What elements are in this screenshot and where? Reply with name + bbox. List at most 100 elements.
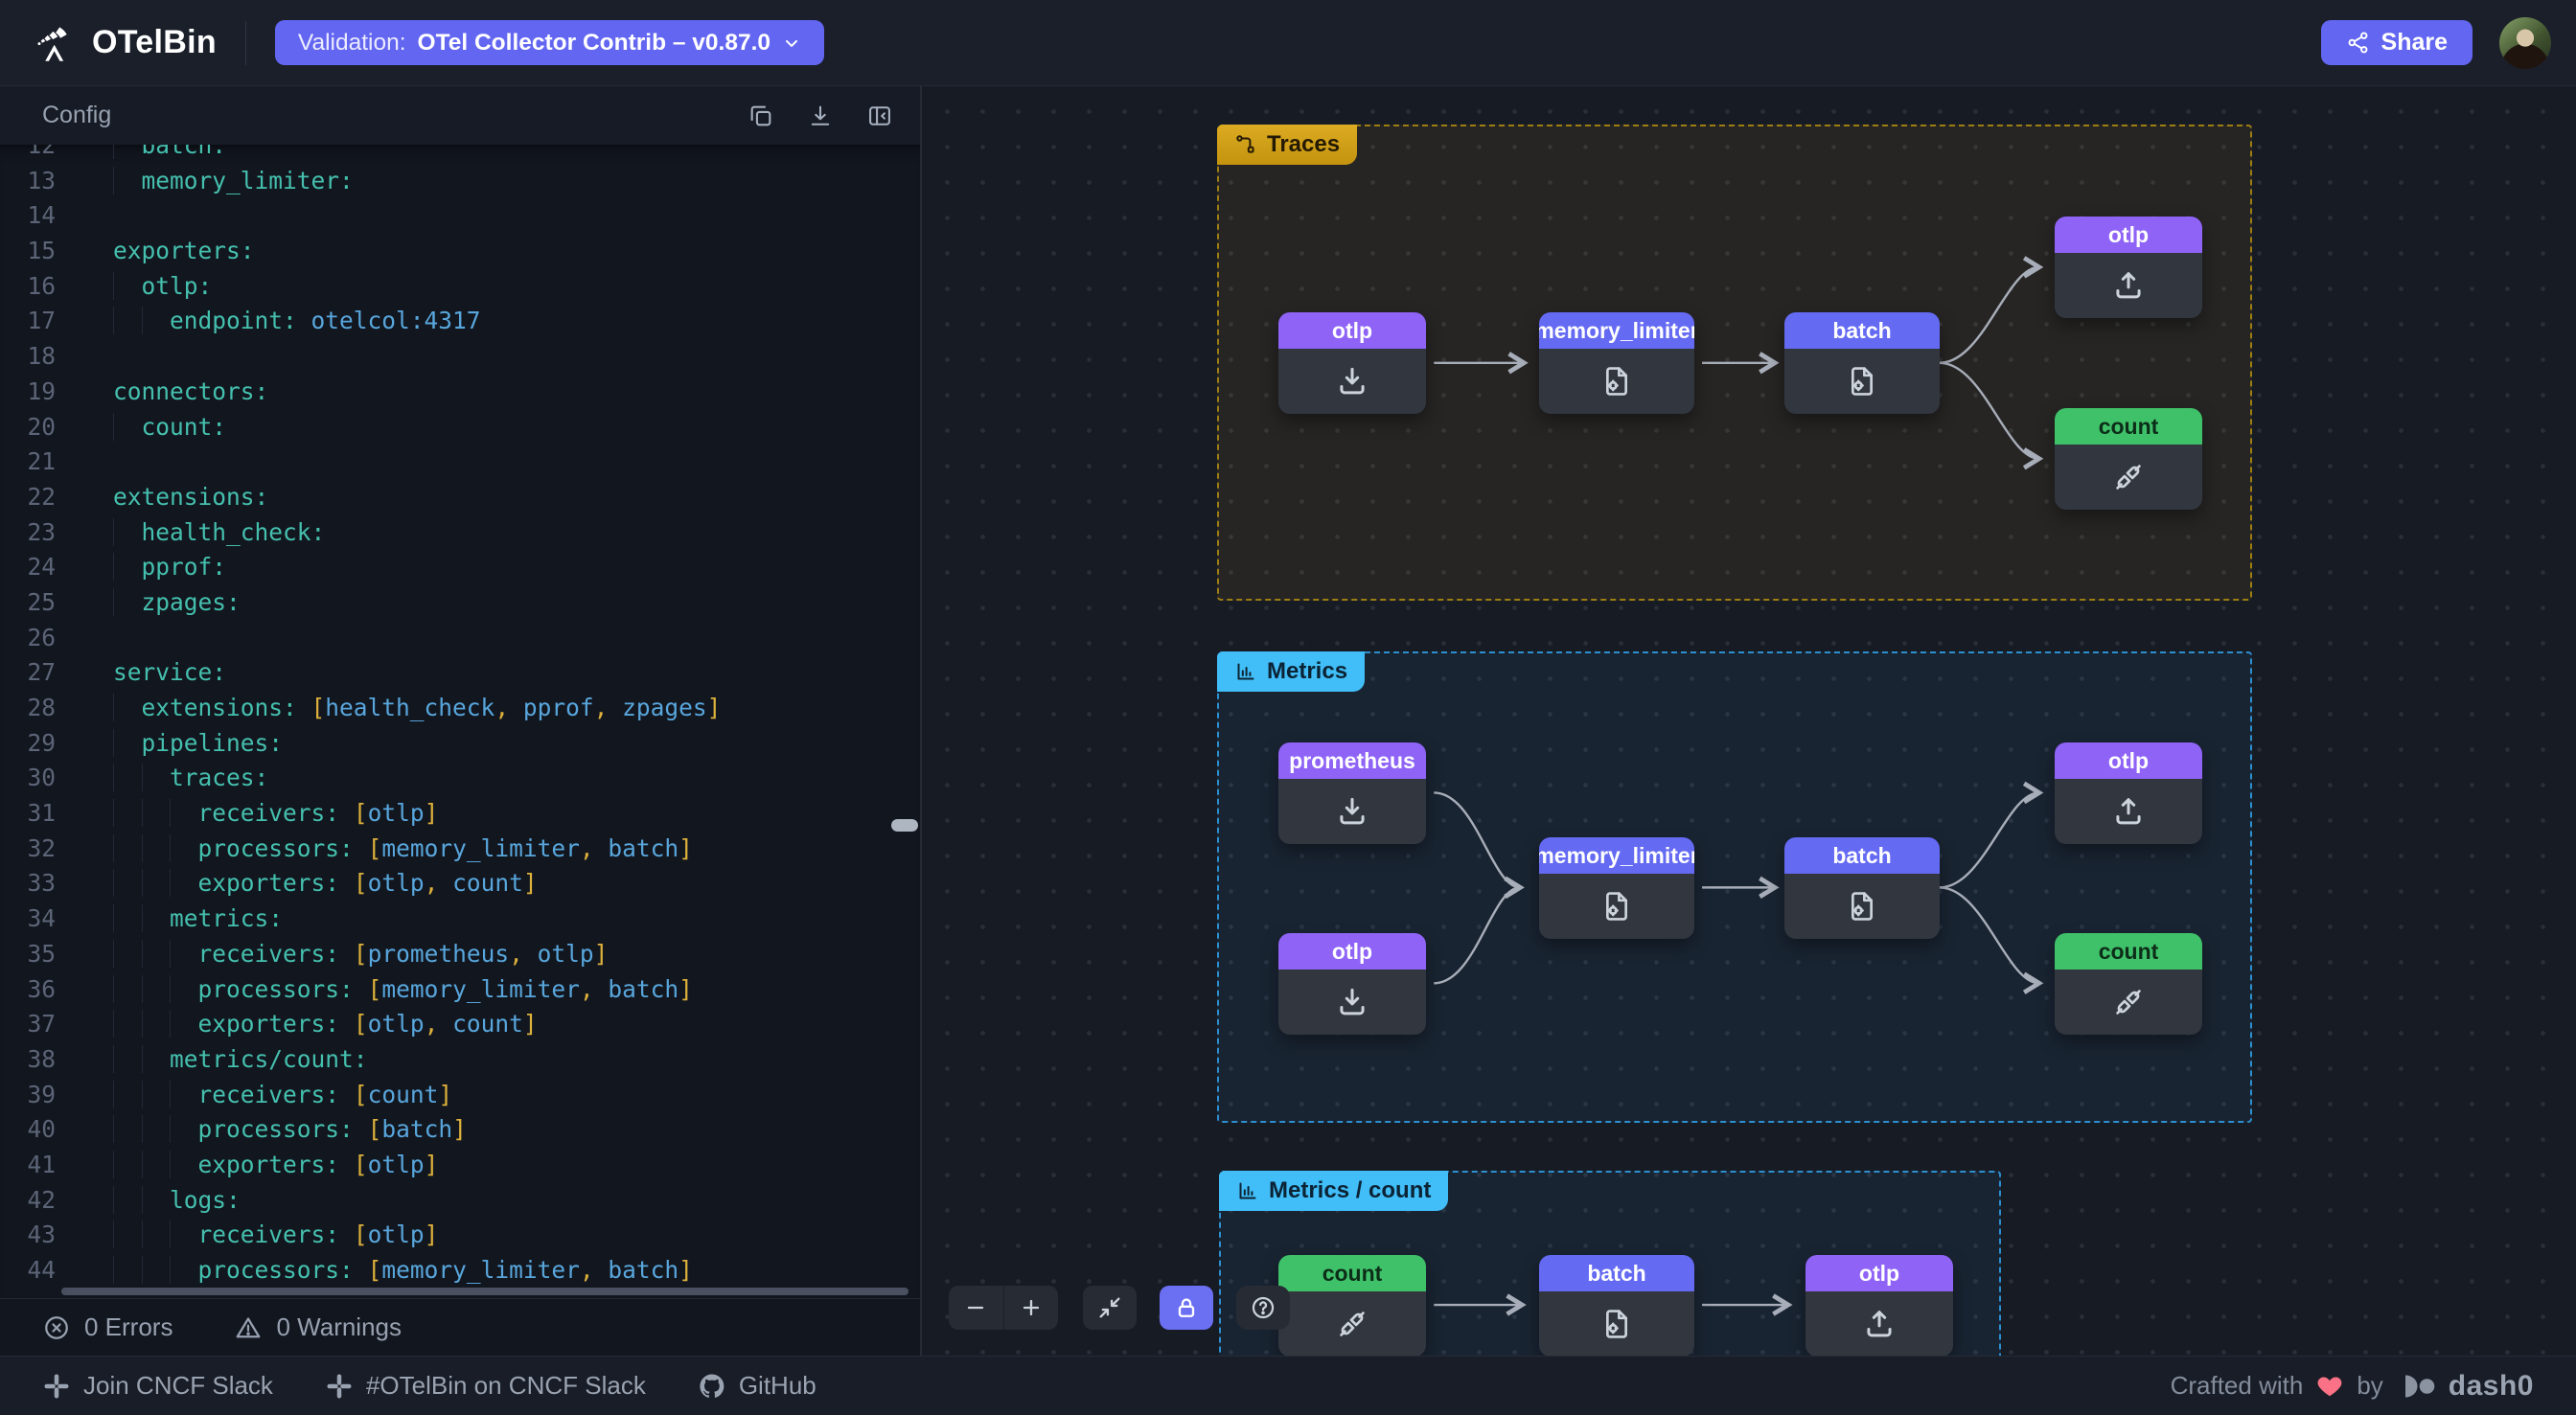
code-line[interactable]: 19 connectors: bbox=[0, 375, 920, 410]
code-line[interactable]: 17 endpoint: otelcol:4317 bbox=[0, 304, 920, 339]
collapse-panel-button[interactable] bbox=[859, 95, 901, 137]
code-line[interactable]: 29 pipelines: bbox=[0, 726, 920, 762]
code-line[interactable]: 22 extensions: bbox=[0, 480, 920, 515]
node-label: batch bbox=[1539, 1255, 1694, 1291]
code-line[interactable]: 36 processors: [memory_limiter, batch] bbox=[0, 972, 920, 1008]
code-line[interactable]: 16 otlp: bbox=[0, 269, 920, 305]
node-metrics-processor-memory-limiter[interactable]: memory_limiter bbox=[1539, 837, 1694, 939]
code-line[interactable]: 43 receivers: [otlp] bbox=[0, 1218, 920, 1253]
line-number: 23 bbox=[27, 517, 56, 546]
node-metrics-exporter-otlp[interactable]: otlp bbox=[2055, 742, 2202, 844]
code-line[interactable]: 35 receivers: [prometheus, otlp] bbox=[0, 937, 920, 972]
code-line[interactable]: 33 exporters: [otlp, count] bbox=[0, 866, 920, 901]
code-line[interactable]: 23 health_check: bbox=[0, 515, 920, 551]
validation-dropdown[interactable]: Validation: OTel Collector Contrib – v0.… bbox=[274, 20, 825, 65]
metrics-count-group-tab[interactable]: Metrics / count bbox=[1219, 1171, 1449, 1211]
node-metrics-receiver-otlp[interactable]: otlp bbox=[1278, 933, 1426, 1035]
node-traces-receiver-otlp[interactable]: otlp bbox=[1278, 312, 1426, 414]
validation-label: Validation: bbox=[297, 29, 406, 56]
line-number: 39 bbox=[27, 1080, 56, 1108]
code-line[interactable]: 24 pprof: bbox=[0, 550, 920, 585]
code-line[interactable]: 37 exporters: [otlp, count] bbox=[0, 1007, 920, 1042]
file-gear-icon bbox=[1605, 1310, 1628, 1338]
code-line[interactable]: 39 receivers: [count] bbox=[0, 1078, 920, 1113]
download-config-button[interactable] bbox=[799, 95, 841, 137]
code-line[interactable]: 32 processors: [memory_limiter, batch] bbox=[0, 832, 920, 867]
code-line[interactable]: 15 exporters: bbox=[0, 234, 920, 269]
node-label: memory_limiter bbox=[1539, 312, 1694, 349]
node-metrics-count-processor-batch[interactable]: batch bbox=[1539, 1255, 1694, 1356]
metrics-group-tab[interactable]: Metrics bbox=[1217, 651, 1366, 692]
code-line[interactable]: 44 processors: [memory_limiter, batch] bbox=[0, 1253, 920, 1289]
zoom-out-button[interactable] bbox=[949, 1286, 1004, 1330]
zoom-out-icon bbox=[968, 1306, 984, 1310]
fit-view-button[interactable] bbox=[1083, 1286, 1137, 1330]
code-line[interactable]: 26 bbox=[0, 621, 920, 656]
code-line[interactable]: 25 zpages: bbox=[0, 585, 920, 621]
errors-status: 0 Errors bbox=[42, 1312, 172, 1342]
credit-middle: by bbox=[2357, 1371, 2383, 1400]
yaml-editor[interactable]: 12 batch: 13 memory_limiter: 14 15 exporters… bbox=[0, 145, 920, 1298]
node-metrics-receiver-prometheus[interactable]: prometheus bbox=[1278, 742, 1426, 844]
share-icon bbox=[2348, 32, 2367, 54]
panel-resize-handle[interactable] bbox=[891, 819, 918, 832]
node-label: batch bbox=[1784, 312, 1940, 349]
join-cncf-slack-link[interactable]: Join CNCF Slack bbox=[42, 1371, 273, 1401]
node-traces-connector-count[interactable]: count bbox=[2055, 408, 2202, 510]
pipeline-canvas[interactable]: Traces Metrics bbox=[922, 86, 2576, 1356]
code-line[interactable]: 40 processors: [batch] bbox=[0, 1112, 920, 1148]
code-line[interactable]: 42 logs: bbox=[0, 1183, 920, 1219]
line-number: 21 bbox=[27, 447, 56, 476]
traces-group-tab[interactable]: Traces bbox=[1217, 125, 1358, 165]
help-icon bbox=[1252, 1296, 1275, 1319]
node-metrics-count-exporter-otlp[interactable]: otlp bbox=[1806, 1255, 1953, 1356]
otelbin-cncf-slack-link[interactable]: #OTelBin on CNCF Slack bbox=[325, 1371, 646, 1401]
code-line[interactable]: 18 bbox=[0, 339, 920, 375]
share-button[interactable]: Share bbox=[2320, 20, 2472, 65]
line-number: 29 bbox=[27, 728, 56, 757]
code-line[interactable]: 38 metrics/count: bbox=[0, 1042, 920, 1078]
code-line[interactable]: 14 bbox=[0, 198, 920, 234]
lock-button[interactable] bbox=[1160, 1286, 1213, 1330]
fit-view-icon bbox=[1099, 1297, 1120, 1318]
zoom-in-button[interactable] bbox=[1004, 1286, 1059, 1330]
help-button[interactable] bbox=[1236, 1286, 1290, 1330]
footer-link-label: #OTelBin on CNCF Slack bbox=[365, 1371, 646, 1400]
line-number: 41 bbox=[27, 1150, 56, 1178]
node-label: memory_limiter bbox=[1539, 837, 1694, 874]
node-traces-processor-batch[interactable]: batch bbox=[1784, 312, 1940, 414]
copy-config-button[interactable] bbox=[740, 95, 782, 137]
code-line[interactable]: 30 traces: bbox=[0, 761, 920, 796]
node-traces-processor-memory-limiter[interactable]: memory_limiter bbox=[1539, 312, 1694, 414]
slack-icon bbox=[44, 1374, 69, 1398]
node-metrics-connector-count[interactable]: count bbox=[2055, 933, 2202, 1035]
node-metrics-processor-batch[interactable]: batch bbox=[1784, 837, 1940, 939]
github-link[interactable]: GitHub bbox=[698, 1371, 816, 1401]
node-metrics-count-connector-count[interactable]: count bbox=[1278, 1255, 1426, 1356]
config-panel-toolbar bbox=[740, 95, 901, 137]
code-line[interactable]: 20 count: bbox=[0, 410, 920, 445]
code-line[interactable]: 41 exporters: [otlp] bbox=[0, 1148, 920, 1183]
line-number: 40 bbox=[27, 1115, 56, 1144]
code-line[interactable]: 28 extensions: [health_check, pprof, zpa… bbox=[0, 691, 920, 726]
plug-icon bbox=[2116, 990, 2141, 1015]
code-line[interactable]: 31 receivers: [otlp] bbox=[0, 796, 920, 832]
code-line[interactable]: 12 batch: bbox=[0, 145, 920, 164]
upload-tray-icon bbox=[2116, 798, 2141, 825]
bar-chart-icon bbox=[1237, 663, 1254, 680]
file-gear-icon bbox=[1851, 367, 1874, 396]
code-line[interactable]: 34 metrics: bbox=[0, 901, 920, 937]
download-tray-icon bbox=[1340, 367, 1365, 395]
code-line[interactable]: 27 service: bbox=[0, 655, 920, 691]
code-line[interactable]: 21 bbox=[0, 445, 920, 480]
line-number: 24 bbox=[27, 553, 56, 582]
copy-icon bbox=[750, 105, 771, 126]
code-line[interactable]: 13 memory_limiter: bbox=[0, 164, 920, 199]
editor-horizontal-scrollbar[interactable] bbox=[61, 1288, 908, 1295]
user-avatar[interactable] bbox=[2499, 16, 2551, 69]
zoom-controls bbox=[949, 1286, 1058, 1330]
node-label: count bbox=[1278, 1255, 1426, 1291]
node-traces-exporter-otlp[interactable]: otlp bbox=[2055, 217, 2202, 318]
line-number: 17 bbox=[27, 307, 56, 335]
header-left: OTelBin Validation: OTel Collector Contr… bbox=[25, 19, 825, 67]
